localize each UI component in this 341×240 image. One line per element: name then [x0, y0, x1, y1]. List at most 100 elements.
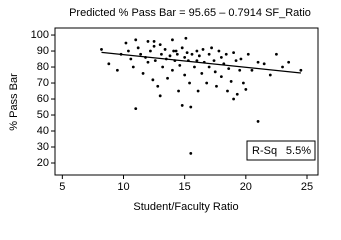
x-tick-label: 10: [117, 181, 129, 193]
point: [201, 48, 205, 51]
point: [163, 48, 167, 51]
y-tick-label: 50: [37, 109, 49, 121]
plot-frame: [54, 27, 319, 176]
y-tick-label: 20: [37, 157, 49, 169]
point: [166, 76, 169, 80]
point: [160, 52, 163, 56]
point: [246, 52, 250, 56]
point: [238, 68, 242, 72]
point: [207, 52, 211, 56]
point: [235, 92, 239, 96]
x-tick-label: 15: [179, 181, 191, 193]
point: [146, 40, 150, 43]
point: [229, 80, 233, 83]
point: [177, 89, 180, 93]
point: [172, 49, 176, 53]
point: [152, 40, 156, 43]
point: [171, 68, 174, 72]
point: [178, 64, 182, 67]
point: [141, 72, 145, 75]
y-axis-label: % Pass Bar: [8, 73, 20, 131]
point: [232, 97, 235, 101]
point: [134, 107, 138, 111]
point: [136, 46, 140, 50]
point: [174, 49, 178, 53]
point: [195, 49, 199, 53]
point: [180, 46, 184, 50]
y-tick-label: 30: [37, 141, 49, 153]
x-tick-label: 5: [59, 181, 65, 193]
point: [256, 60, 260, 64]
point: [287, 60, 291, 64]
annotation-box: [246, 140, 316, 161]
point: [156, 84, 160, 88]
point: [139, 52, 143, 56]
y-tick-label: 90: [37, 45, 49, 57]
point: [107, 62, 111, 66]
point: [212, 59, 216, 63]
y-tick-label: 60: [37, 93, 49, 105]
point: [215, 84, 218, 88]
point: [158, 94, 162, 98]
point: [146, 60, 150, 64]
fit-line: [101, 51, 301, 74]
point: [217, 49, 221, 53]
point: [239, 57, 243, 61]
x-tick-label: 25: [301, 181, 313, 193]
point: [224, 52, 228, 56]
point: [190, 52, 194, 56]
x-axis-label: Student/Faculty Ratio: [133, 201, 238, 213]
point: [195, 59, 199, 63]
point: [281, 65, 284, 69]
point: [129, 57, 133, 61]
y-tick-label: 80: [37, 61, 49, 73]
point: [185, 51, 189, 55]
x-tick-label: 20: [240, 181, 252, 193]
point: [256, 120, 260, 123]
point: [232, 51, 235, 55]
point: [149, 49, 152, 53]
annotation-value: 5.5%: [286, 145, 311, 157]
point: [131, 65, 135, 69]
point: [207, 65, 211, 69]
y-tick-label: 40: [37, 125, 49, 137]
point: [152, 44, 156, 48]
point: [210, 46, 213, 50]
point: [275, 52, 278, 56]
point: [183, 73, 187, 77]
point: [262, 62, 266, 66]
point: [183, 56, 187, 59]
point: [227, 67, 231, 71]
point: [126, 49, 130, 53]
chart: Predicted % Pass Bar = 95.65 – 0.7914 SF…: [8, 7, 319, 213]
point: [124, 41, 128, 45]
point: [197, 54, 201, 58]
point: [234, 59, 238, 63]
point: [196, 89, 200, 93]
point: [153, 59, 157, 63]
point: [205, 81, 209, 85]
annotation-label: R-Sq: [252, 145, 277, 157]
point: [200, 72, 204, 75]
point: [158, 43, 162, 47]
point: [168, 54, 172, 58]
point: [219, 56, 223, 59]
point: [241, 81, 245, 85]
point: [268, 73, 272, 77]
point: [115, 68, 119, 72]
point: [250, 68, 254, 72]
point: [180, 104, 184, 107]
point: [161, 65, 165, 69]
point: [175, 52, 179, 56]
point: [188, 81, 191, 85]
point: [189, 105, 193, 109]
point: [193, 65, 196, 69]
point: [299, 68, 303, 72]
page: {"chart_data": {"type": "scatter", "titl…: [7, 6, 319, 213]
point: [244, 88, 248, 91]
point: [100, 48, 103, 51]
point: [219, 75, 223, 79]
point: [171, 38, 174, 42]
y-tick-label: 70: [37, 77, 49, 89]
point: [151, 78, 155, 82]
